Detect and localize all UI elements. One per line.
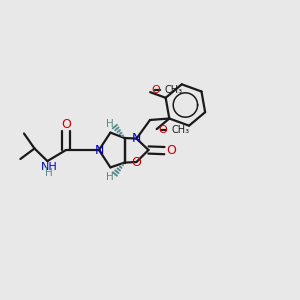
Text: O: O	[158, 125, 167, 135]
Text: O: O	[61, 118, 71, 131]
Text: O: O	[132, 155, 141, 169]
Text: CH₃: CH₃	[165, 85, 183, 95]
Text: H: H	[106, 172, 113, 182]
Text: NH: NH	[40, 162, 57, 172]
Text: H: H	[106, 118, 113, 129]
Text: O: O	[167, 144, 176, 157]
Text: N: N	[132, 132, 141, 145]
Text: O: O	[152, 85, 161, 95]
Text: N: N	[94, 143, 104, 157]
Text: H: H	[45, 167, 53, 178]
Text: CH₃: CH₃	[171, 125, 189, 135]
